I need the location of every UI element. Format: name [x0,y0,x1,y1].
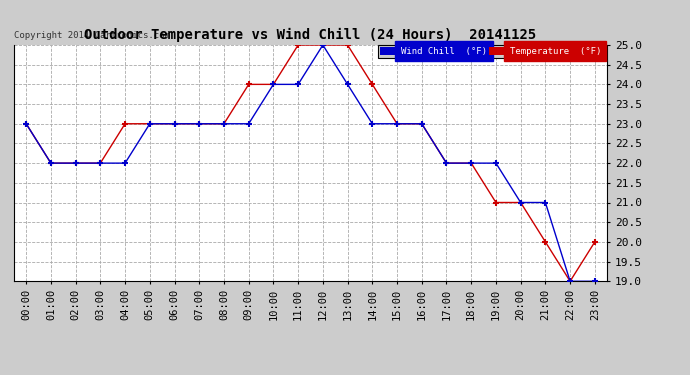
Text: Copyright 2014 Cartronics.com: Copyright 2014 Cartronics.com [14,31,170,40]
Legend: Wind Chill  (°F), Temperature  (°F): Wind Chill (°F), Temperature (°F) [378,45,602,57]
Title: Outdoor Temperature vs Wind Chill (24 Hours)  20141125: Outdoor Temperature vs Wind Chill (24 Ho… [84,28,537,42]
